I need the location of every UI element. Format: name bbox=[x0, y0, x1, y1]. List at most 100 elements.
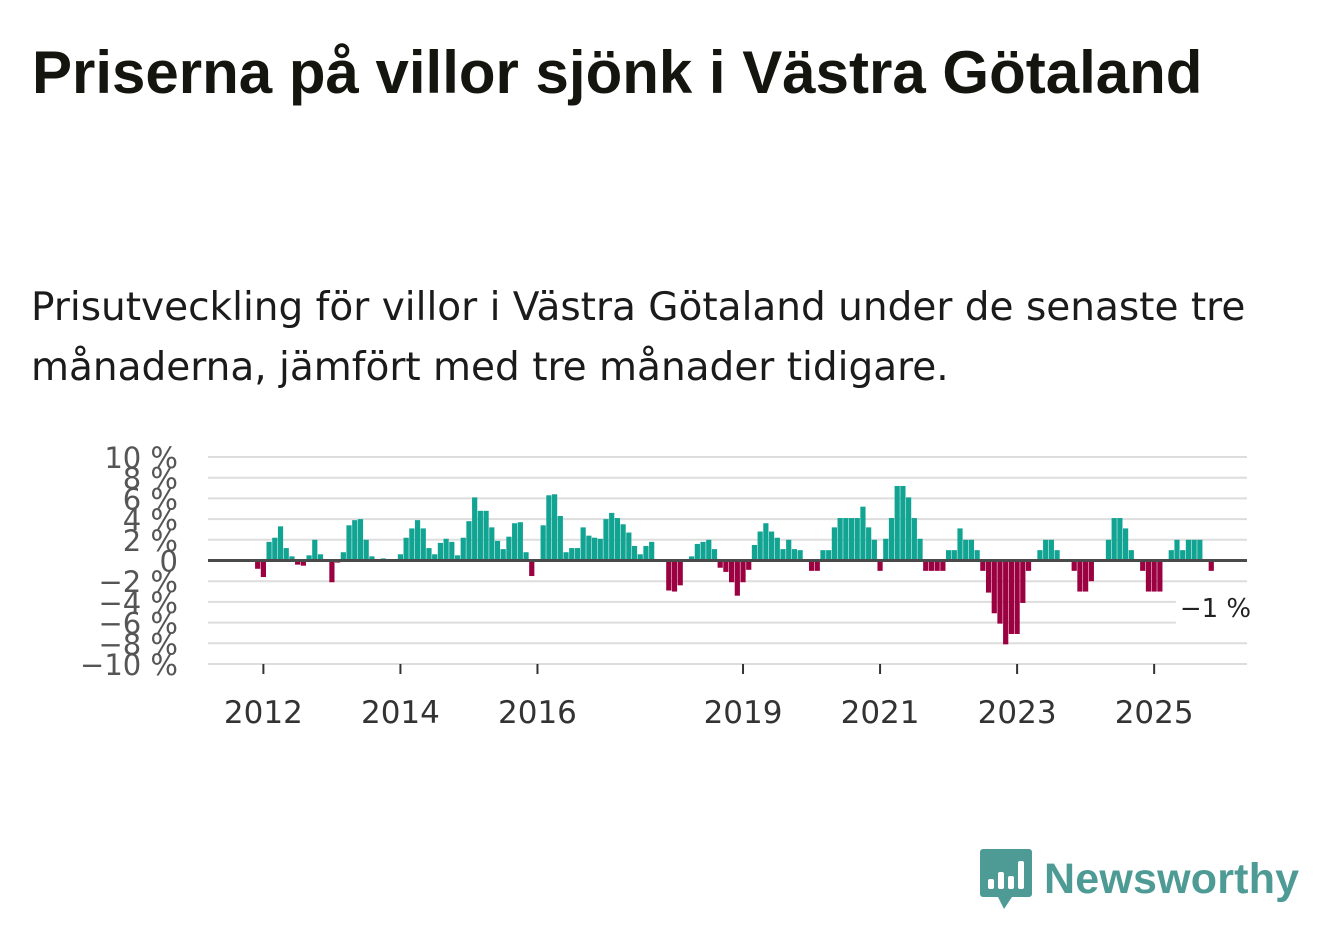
bar bbox=[711, 549, 718, 561]
bar bbox=[951, 550, 957, 561]
bar bbox=[1111, 518, 1117, 561]
bar bbox=[1168, 550, 1174, 561]
bar bbox=[557, 515, 563, 561]
bar bbox=[426, 548, 432, 561]
y-tick-label: −6 % bbox=[98, 607, 178, 641]
bar bbox=[963, 539, 969, 561]
bar bbox=[917, 538, 923, 561]
bar bbox=[985, 560, 992, 593]
bar bbox=[626, 532, 632, 561]
bar bbox=[546, 495, 552, 561]
bar bbox=[854, 518, 860, 561]
bar bbox=[706, 539, 712, 561]
bar bbox=[255, 560, 261, 569]
bar bbox=[1185, 539, 1192, 561]
bar-series bbox=[208, 485, 1247, 645]
bar bbox=[877, 560, 883, 571]
bar bbox=[306, 555, 312, 561]
bar bbox=[1048, 539, 1054, 561]
bar bbox=[614, 518, 621, 561]
bar bbox=[1157, 560, 1163, 592]
y-tick-label: −8 % bbox=[98, 627, 178, 661]
bar bbox=[643, 546, 649, 561]
x-axis-ticks: 2012 2014 2016 2019 2021 2023 2025 bbox=[224, 664, 1194, 731]
bar bbox=[649, 541, 655, 561]
bar bbox=[500, 549, 506, 561]
bar bbox=[751, 544, 758, 561]
bar bbox=[1083, 560, 1089, 592]
y-tick-label: 0 bbox=[160, 545, 178, 579]
bar bbox=[974, 550, 980, 561]
bar bbox=[808, 560, 815, 571]
bar bbox=[1151, 560, 1157, 592]
bar bbox=[620, 524, 626, 561]
bar bbox=[1197, 539, 1203, 561]
bar bbox=[409, 528, 415, 561]
bar bbox=[1043, 539, 1049, 561]
bar bbox=[352, 520, 358, 561]
bar bbox=[980, 560, 986, 571]
y-tick-label: −4 % bbox=[98, 586, 178, 620]
bar bbox=[894, 485, 900, 561]
bar bbox=[637, 554, 643, 561]
y-tick-label: −10 % bbox=[80, 648, 178, 682]
bar bbox=[346, 525, 352, 561]
y-tick-label: 10 % bbox=[104, 441, 178, 475]
bar bbox=[454, 555, 461, 561]
bar bbox=[666, 560, 672, 591]
bar bbox=[1140, 560, 1146, 571]
bar bbox=[940, 560, 946, 571]
gridlines bbox=[208, 456, 1247, 665]
bar bbox=[1208, 560, 1214, 571]
bar bbox=[466, 521, 472, 561]
bar bbox=[1037, 550, 1043, 561]
bar bbox=[968, 539, 975, 561]
bar bbox=[591, 537, 598, 561]
chart-title: Priserna på villor sjönk i Västra Götala… bbox=[32, 39, 1203, 106]
y-tick-label: −2 % bbox=[98, 565, 178, 599]
bar bbox=[911, 518, 917, 561]
bar bbox=[1054, 550, 1060, 561]
bar bbox=[574, 548, 581, 561]
bar bbox=[723, 560, 729, 572]
bar bbox=[580, 527, 586, 561]
bar bbox=[934, 560, 940, 571]
bar bbox=[814, 560, 820, 571]
bar bbox=[460, 537, 466, 561]
bar bbox=[260, 560, 266, 578]
bar bbox=[928, 560, 935, 571]
bar bbox=[900, 485, 906, 561]
bar bbox=[414, 520, 421, 561]
bar bbox=[677, 560, 683, 586]
bar bbox=[357, 519, 364, 561]
bar bbox=[277, 526, 284, 561]
bar bbox=[906, 497, 912, 561]
bar bbox=[552, 494, 558, 561]
bar bbox=[432, 554, 438, 561]
x-tick-label: 2014 bbox=[361, 695, 440, 731]
bar bbox=[1123, 528, 1129, 561]
brand-name: Newsworthy bbox=[1044, 854, 1300, 903]
x-tick-label: 2025 bbox=[1115, 695, 1194, 731]
bar bbox=[289, 556, 295, 561]
bar bbox=[768, 531, 775, 561]
bar bbox=[586, 535, 592, 561]
bar bbox=[866, 527, 872, 561]
bar bbox=[472, 497, 478, 561]
bar bbox=[774, 537, 780, 561]
bar bbox=[831, 527, 837, 561]
bar bbox=[609, 512, 615, 561]
bar bbox=[797, 550, 803, 561]
bar bbox=[420, 528, 426, 561]
y-tick-label: 4 % bbox=[123, 503, 178, 537]
bar bbox=[991, 560, 997, 614]
bar bbox=[1003, 560, 1009, 645]
bar bbox=[443, 538, 449, 561]
bar bbox=[283, 548, 289, 561]
bar bbox=[523, 552, 529, 561]
bar bbox=[569, 548, 575, 561]
bar bbox=[717, 560, 723, 568]
bar bbox=[729, 560, 735, 583]
end-value-label-group: −1 % bbox=[1175, 592, 1260, 625]
bar bbox=[1145, 560, 1152, 592]
